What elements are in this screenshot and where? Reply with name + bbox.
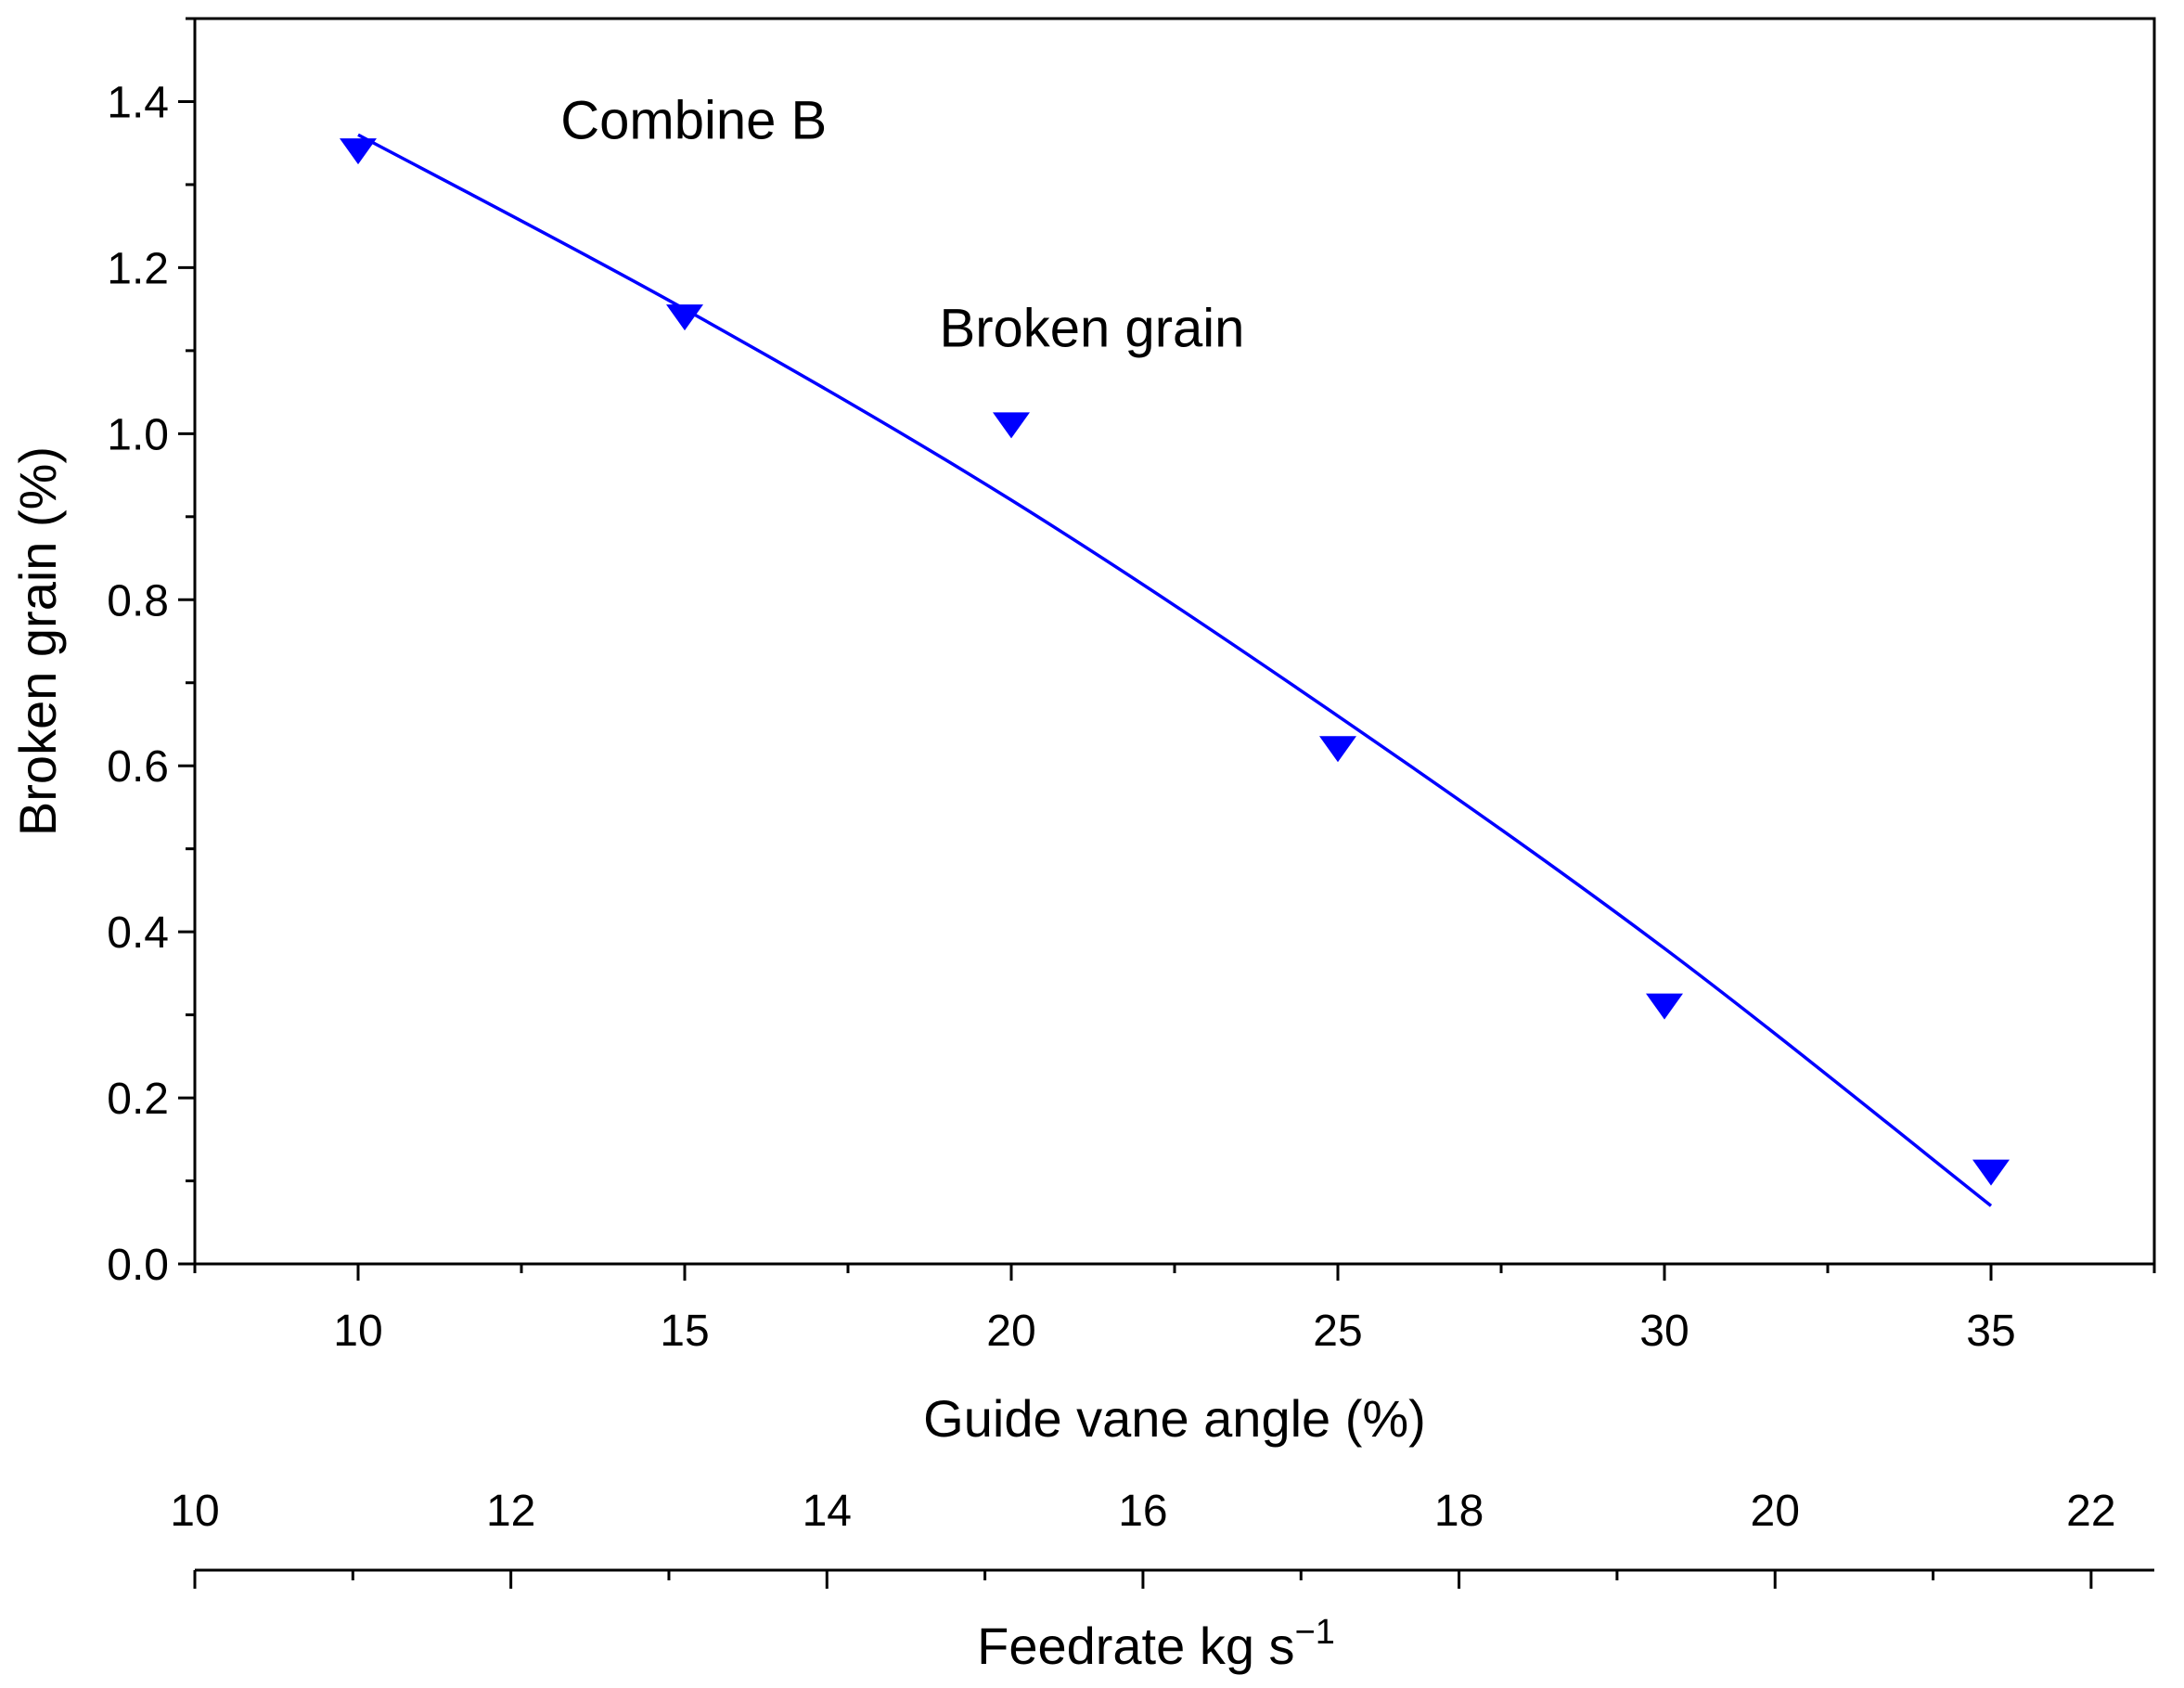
y-tick-label: 1.2 bbox=[107, 244, 169, 293]
y-tick-label: 0.8 bbox=[107, 576, 169, 625]
x2-tick-label: 18 bbox=[1434, 1487, 1484, 1536]
y-tick-label: 0.0 bbox=[107, 1241, 169, 1290]
y-tick-label: 1.4 bbox=[107, 78, 169, 127]
x2-tick-label: 12 bbox=[486, 1487, 535, 1536]
series-layer bbox=[340, 133, 2010, 1207]
secondary-x-axis: 10 12 14 16 18 20 22 Feedrate kg s−1 bbox=[170, 1487, 2154, 1675]
x-axis: 10 15 20 25 30 35 Guide vane angle (%) bbox=[193, 1264, 2156, 1448]
y-tick-label: 0.2 bbox=[107, 1075, 169, 1124]
data-point bbox=[340, 138, 377, 165]
y-tick-label: 0.4 bbox=[107, 908, 169, 958]
data-point bbox=[1972, 1159, 2010, 1186]
y-tick-label: 1.0 bbox=[107, 410, 169, 459]
y-tick-label: 0.6 bbox=[107, 742, 169, 792]
x-tick-label: 20 bbox=[986, 1307, 1035, 1356]
x-tick-label: 30 bbox=[1639, 1307, 1689, 1356]
fit-line bbox=[357, 133, 1993, 1207]
x2-tick-label: 14 bbox=[803, 1487, 852, 1536]
x2-axis-title-superscript: −1 bbox=[1295, 1613, 1335, 1652]
data-point bbox=[1646, 993, 1683, 1020]
label-layer: Combine B Broken grain bbox=[560, 91, 1244, 359]
annotation-label: Broken grain bbox=[940, 298, 1245, 358]
x2-tick-label: 22 bbox=[2066, 1487, 2115, 1536]
x-tick-label: 15 bbox=[660, 1307, 709, 1356]
y-axis-title: Broken grain (%) bbox=[8, 446, 67, 836]
x-tick-label: 25 bbox=[1313, 1307, 1362, 1356]
x-axis-title: Guide vane angle (%) bbox=[923, 1389, 1426, 1448]
data-point bbox=[666, 304, 703, 331]
x2-tick-label: 20 bbox=[1751, 1487, 1800, 1536]
x2-tick-label: 10 bbox=[170, 1487, 219, 1536]
x2-tick-label: 16 bbox=[1118, 1487, 1167, 1536]
x2-axis-title-text: Feedrate kg s bbox=[977, 1617, 1294, 1675]
data-point bbox=[1319, 736, 1356, 763]
x-tick-label: 10 bbox=[333, 1307, 382, 1356]
y-axis: 0.0 0.2 0.4 0.6 0.8 1.0 1.2 1.4 Broken grain (%) bbox=[8, 17, 195, 1290]
data-point bbox=[993, 412, 1030, 439]
x-tick-label: 35 bbox=[1966, 1307, 2015, 1356]
x2-axis-title: Feedrate kg s−1 bbox=[977, 1613, 1335, 1675]
annotation-label: Combine B bbox=[560, 91, 827, 151]
